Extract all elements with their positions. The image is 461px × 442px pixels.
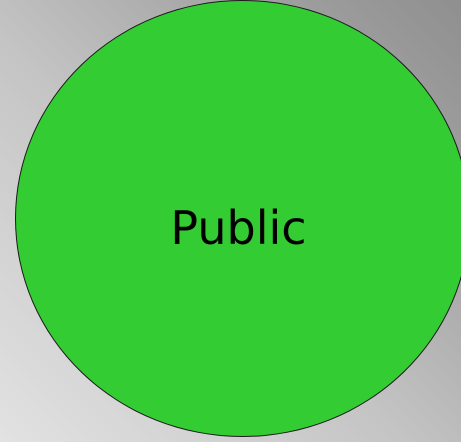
public-label: Public [170,200,307,255]
public-circle: Public [15,0,461,437]
